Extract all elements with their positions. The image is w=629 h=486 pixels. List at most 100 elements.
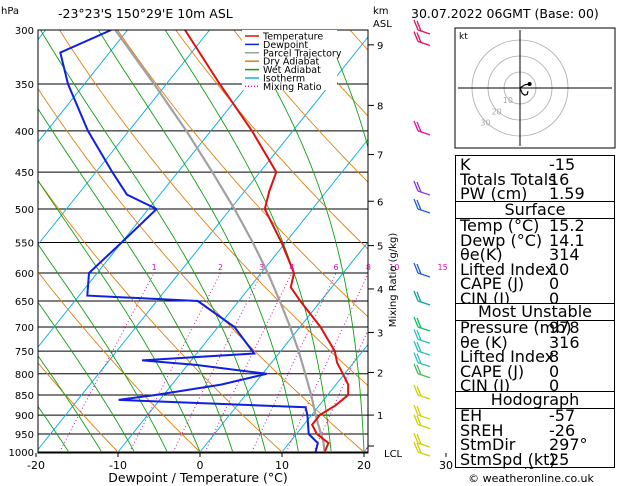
temp-tick-label: 0: [197, 459, 204, 472]
legend-bg: [242, 30, 337, 90]
wind-barb-shaft: [417, 350, 431, 356]
wind-barb-flag: [416, 353, 422, 364]
km-tick-label: 3: [377, 328, 383, 339]
row-value: 316: [549, 332, 580, 352]
mu-row: Pressure (mb) 978: [456, 320, 614, 336]
row-value: 14.1: [549, 230, 585, 250]
footer-credit: © weatheronline.co.uk: [468, 472, 594, 485]
pressure-tick-label: 800: [15, 370, 34, 381]
wind-barb-flag: [416, 181, 422, 193]
row-label: Dewp (°C): [460, 230, 543, 250]
hodograph-unit-label: kt: [459, 32, 468, 42]
hodo-row: StmDir 297°: [456, 437, 614, 453]
wet-adiabat-line: [38, 405, 70, 453]
wind-barb-flag: [413, 352, 419, 363]
wind-barb-shaft: [417, 414, 431, 420]
row-label: CAPE (J): [460, 361, 525, 381]
mixing-ratio-label: 8: [366, 263, 371, 272]
wet-adiabat-line: [40, 30, 267, 453]
mixing-ratio-label: 15: [438, 263, 448, 272]
temperature-line: [184, 30, 350, 453]
mu-row: CIN (J) 0: [456, 376, 614, 395]
wind-barb-shaft: [417, 130, 431, 136]
temp-tick-label: 30: [439, 459, 453, 472]
index-value: 16: [549, 169, 570, 189]
pressure-tick-label: 700: [15, 323, 34, 334]
wind-barb-flag: [413, 329, 419, 340]
isotherm-line: [199, 241, 368, 453]
pressure-tick-label: 750: [15, 347, 34, 358]
hodo-row: EH -57: [456, 406, 614, 425]
dry-adiabat-line: [233, 30, 368, 183]
mixing-ratio-line: [251, 272, 337, 453]
wind-barb-flag: [413, 340, 419, 352]
wind-barb-flag: [416, 317, 422, 329]
wind-barb-flag: [416, 20, 422, 32]
pressure-tick-label: 650: [15, 297, 34, 308]
legend-entry: Isotherm: [263, 74, 305, 85]
wet-adiabat-line: [38, 301, 135, 453]
wind-barb-flag: [416, 199, 422, 211]
mixing-ratio-label: 10: [389, 263, 399, 272]
mixing-ratio-line: [129, 272, 222, 453]
wind-barb-shaft: [417, 373, 431, 379]
hodograph-ring-label: 30: [480, 119, 490, 128]
mu-row: CAPE (J) 0: [456, 361, 614, 381]
surface-row: Lifted Index 10: [456, 259, 614, 279]
wind-barb-shaft: [417, 208, 431, 214]
wind-barb-flag: [416, 442, 422, 454]
wind-barb-flag: [416, 330, 422, 341]
index-label: K: [460, 155, 471, 174]
wind-barb-shaft: [417, 190, 431, 196]
mixing-ratio-axis-label: Mixing Ratio (g/kg): [388, 233, 399, 328]
pressure-tick-label: 550: [15, 238, 34, 249]
parcel-trajectory-line: [114, 30, 326, 453]
wet-adiabat-line: [405, 30, 435, 452]
row-label: CIN (J): [460, 376, 511, 395]
dry-adiabat-line: [38, 271, 201, 453]
wet-adiabat-line: [241, 30, 365, 453]
row-value: 314: [549, 245, 580, 264]
legend-entry: Dewpoint: [263, 40, 308, 51]
km-label: km: [373, 6, 389, 17]
isotherm-line: [38, 30, 128, 143]
wind-barb-shaft: [417, 451, 431, 457]
wind-barb-shaft: [417, 362, 431, 368]
km-tick-label: 9: [377, 41, 383, 52]
mixing-ratio-line: [313, 329, 368, 453]
most-unstable-table: Most Unstable Pressure (mb) 978 θe (K) 316…: [455, 303, 615, 393]
index-row-pw: PW (cm) 1.59: [456, 186, 614, 202]
wind-barb-shaft: [417, 326, 431, 332]
wind-barb-flag: [416, 385, 422, 397]
temp-tick-label: 10: [275, 459, 289, 472]
wind-barb-flag: [413, 432, 419, 444]
row-value: 15.2: [549, 216, 585, 235]
wind-barb-shaft: [417, 272, 431, 278]
indices-table: K -15 Totals Totals 16 PW (cm) 1.59: [455, 155, 615, 203]
row-label: Lifted Index: [460, 259, 555, 279]
surface-row: CIN (J) 0: [456, 290, 614, 307]
dry-adiabat-line: [175, 30, 368, 250]
wind-barb-flag: [413, 441, 419, 453]
pressure-tick-label: 500: [15, 205, 34, 216]
dry-adiabat-line: [59, 30, 368, 387]
km-tick-label: 4: [377, 285, 383, 296]
lcl-label: LCL: [384, 449, 403, 460]
wet-adiabat-line: [97, 30, 299, 453]
row-value: -26: [549, 420, 576, 440]
row-value: 0: [549, 361, 560, 381]
row-value: -57: [549, 406, 576, 425]
station-title: -23°23'S 150°29'E 10m ASL: [58, 6, 233, 21]
index-label: Totals Totals: [460, 169, 557, 189]
pressure-tick-label: 600: [15, 269, 34, 280]
row-label: Temp (°C): [460, 216, 540, 235]
temp-tick-label: -20: [27, 459, 45, 472]
wind-barb-flag: [416, 121, 422, 133]
wet-adiabat-line: [38, 107, 234, 453]
wind-barb-shaft: [417, 394, 431, 400]
hodograph-trace: [519, 87, 529, 96]
wind-barb-flag: [416, 433, 422, 445]
